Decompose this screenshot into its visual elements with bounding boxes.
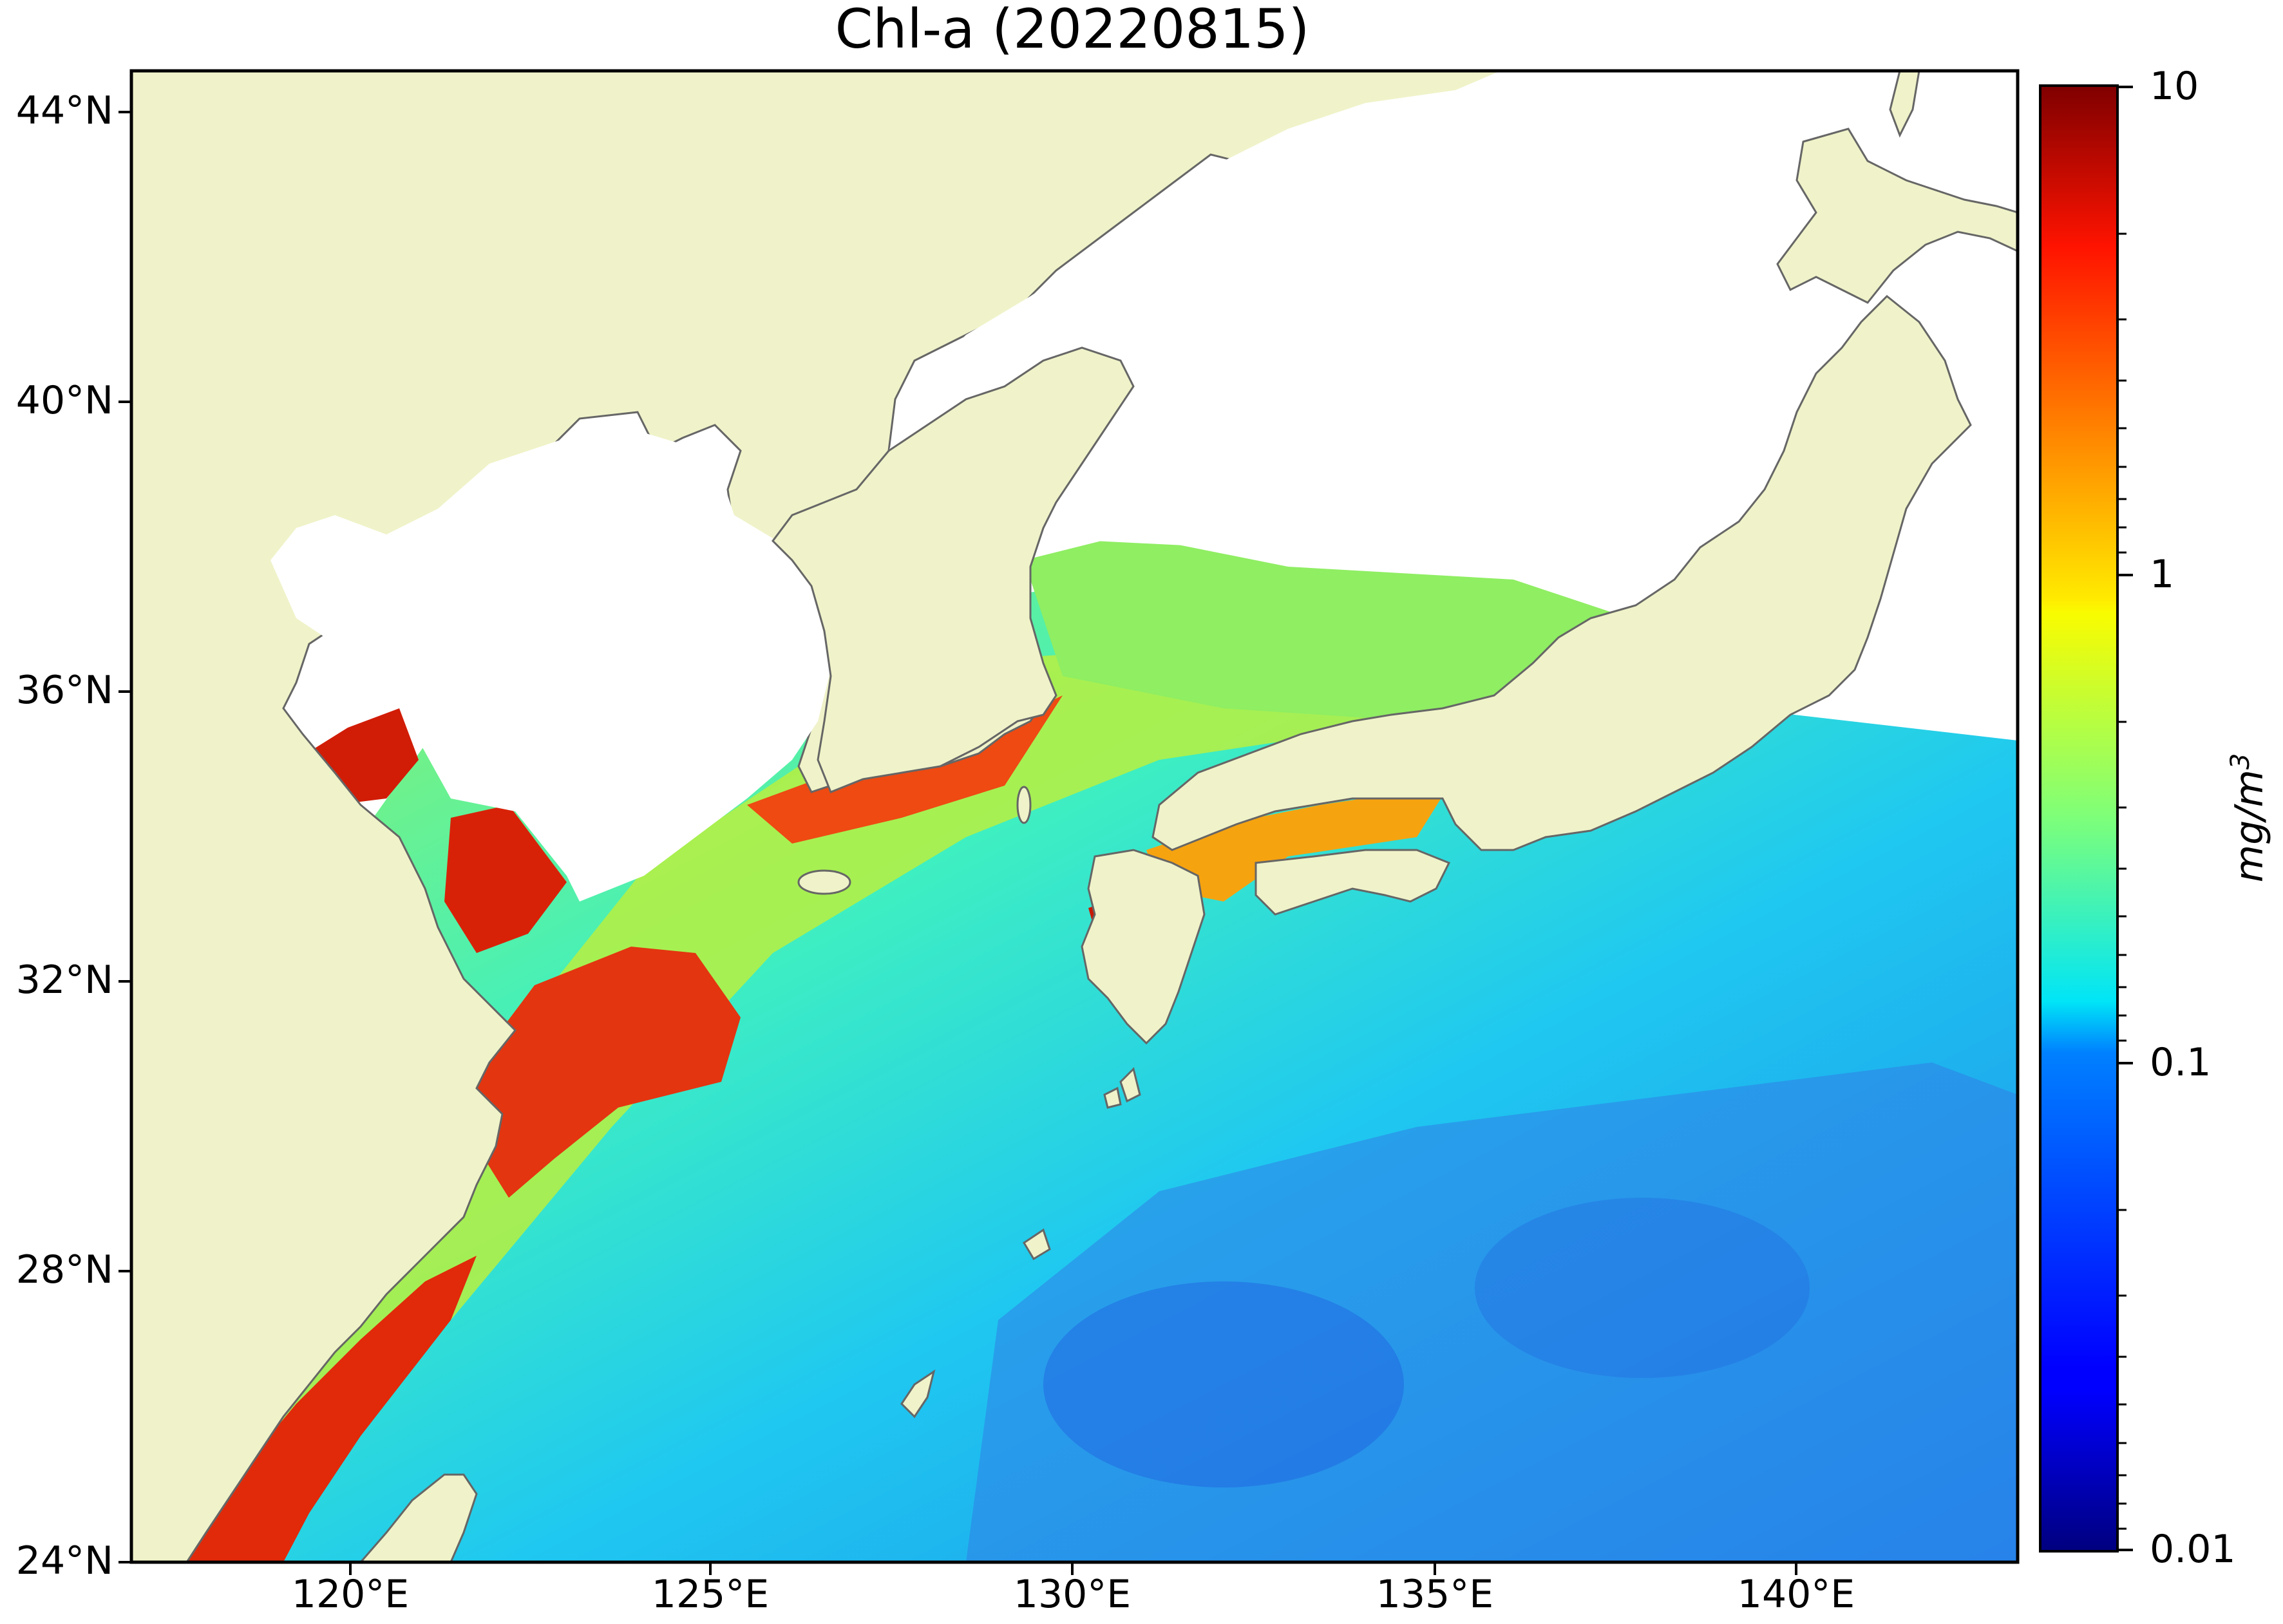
colorbar-label-0.01: 0.01 bbox=[2150, 1527, 2236, 1572]
amami-islands bbox=[1022, 1228, 1051, 1261]
colorbar-unit-label: mg/m3 bbox=[2226, 753, 2272, 883]
lon-label-120: 120°E bbox=[291, 1572, 410, 1617]
colorbar-ticks bbox=[2117, 86, 2133, 1551]
lon-label-135: 135°E bbox=[1376, 1572, 1494, 1617]
taiwan-island bbox=[359, 1473, 478, 1562]
low-chlorophyll-eddy bbox=[1475, 1198, 1810, 1378]
lat-label-32: 32°N bbox=[15, 958, 113, 1003]
yellow-sea-no-data bbox=[270, 425, 831, 902]
colorbar-unit-exponent: 3 bbox=[2226, 753, 2255, 770]
tanegashima-island bbox=[1119, 1067, 1141, 1103]
lat-label-36: 36°N bbox=[15, 668, 113, 713]
yangtze-estuary-red bbox=[477, 947, 741, 1198]
map-title: Chl-a (20220815) bbox=[835, 0, 1310, 61]
colorbar-label-10: 10 bbox=[2150, 64, 2199, 109]
bohai-no-data bbox=[270, 425, 644, 618]
hokkaido-island bbox=[1776, 127, 2018, 304]
colorbar-frame bbox=[2039, 84, 2119, 1553]
korea-coastline bbox=[772, 346, 1135, 793]
low-chlorophyll-eddy bbox=[1043, 1281, 1404, 1487]
jeju-island bbox=[797, 869, 851, 895]
colorbar-label-0.1: 0.1 bbox=[2150, 1040, 2212, 1085]
lon-label-130: 130°E bbox=[1013, 1572, 1132, 1617]
honshu-island bbox=[1151, 294, 1972, 851]
lat-label-28: 28°N bbox=[15, 1247, 113, 1292]
map-frame bbox=[129, 69, 2020, 1564]
colorbar-label-1: 1 bbox=[2150, 552, 2175, 597]
okinawa-island bbox=[900, 1369, 936, 1419]
tsushima-island bbox=[1016, 786, 1032, 824]
shikoku-island bbox=[1255, 849, 1451, 916]
lat-label-40: 40°N bbox=[15, 378, 113, 423]
low-chlorophyll-zone bbox=[966, 1062, 2018, 1562]
colorbar-minor-ticks bbox=[2117, 232, 2127, 1530]
japan-sea-no-data bbox=[889, 71, 1803, 567]
yakushima-island bbox=[1103, 1086, 1122, 1109]
map-plot-area bbox=[131, 71, 2018, 1562]
sakhalin-coast bbox=[1889, 71, 1920, 138]
land-masses bbox=[131, 71, 2018, 1562]
jiangsu-coastal-red bbox=[444, 805, 567, 953]
map-ticks bbox=[118, 111, 1797, 1575]
lat-label-44: 44°N bbox=[15, 88, 113, 133]
lat-label-24: 24°N bbox=[15, 1538, 113, 1583]
lon-label-125: 125°E bbox=[651, 1572, 770, 1617]
east-china-coast-red bbox=[180, 1256, 477, 1562]
colorbar-unit-base: mg/m bbox=[2227, 770, 2272, 883]
lon-label-140: 140°E bbox=[1737, 1572, 1855, 1617]
seto-inland-sea-orange bbox=[1146, 786, 1449, 902]
japan-sea-green-patch bbox=[1024, 534, 1610, 721]
colorbar-gradient bbox=[2040, 86, 2117, 1551]
kyushu-island bbox=[1081, 849, 1206, 1045]
